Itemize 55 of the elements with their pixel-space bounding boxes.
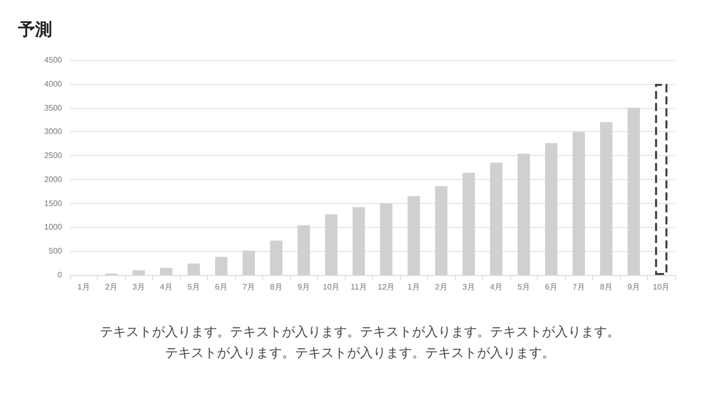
bar [545, 143, 558, 275]
x-tick-label: 2月 [435, 282, 448, 292]
bar [435, 186, 448, 275]
bar [298, 225, 310, 275]
bar [462, 172, 475, 275]
bar [490, 162, 502, 275]
y-tick-label: 4000 [44, 79, 63, 88]
x-tick-label: 3月 [462, 282, 475, 292]
x-tick-label: 5月 [518, 282, 530, 292]
x-tick-label: 10月 [652, 282, 670, 292]
x-tick-label: 7月 [242, 282, 255, 292]
y-tick-label: 4500 [44, 56, 63, 64]
bar [325, 214, 338, 275]
x-tick-label: 9月 [298, 282, 310, 292]
y-tick-label: 2500 [44, 151, 63, 160]
bar [600, 122, 612, 275]
bar [572, 132, 585, 275]
bar [352, 207, 365, 275]
x-tick-label: 10月 [322, 282, 340, 292]
y-tick-label: 3000 [44, 127, 63, 136]
x-tick-label: 6月 [545, 282, 558, 292]
bar [628, 108, 640, 275]
x-tick-label: 1月 [78, 282, 90, 292]
bar [380, 203, 392, 275]
bar [188, 264, 200, 275]
bar [518, 154, 530, 275]
x-tick-label: 4月 [490, 282, 502, 292]
y-tick-label: 1000 [44, 222, 63, 232]
bar [215, 256, 228, 275]
x-tick-label: 8月 [600, 282, 612, 292]
text: テキストが入ります。テキストが入ります。テキストが入ります。 [164, 345, 556, 363]
y-tick-label: 3500 [44, 103, 63, 112]
x-tick-label: 12月 [378, 282, 395, 292]
bar [132, 270, 145, 275]
text: テキストが入ります。テキストが入ります。テキストが入ります。テキストが入ります。 [99, 324, 621, 342]
bar [160, 268, 172, 275]
y-tick-label: 2000 [44, 174, 63, 184]
x-tick-label: 11月 [350, 282, 367, 292]
y-tick-label: 1500 [44, 198, 63, 208]
chart-title: 予測 [18, 19, 52, 41]
bar [655, 84, 668, 275]
x-tick-label: 1月 [408, 282, 420, 292]
x-tick-label: 3月 [132, 282, 145, 292]
x-tick-label: 7月 [572, 282, 585, 292]
x-tick-label: 8月 [270, 282, 282, 292]
bar [242, 250, 255, 275]
x-tick-label: 6月 [215, 282, 228, 292]
x-tick-label: 9月 [628, 282, 640, 292]
x-tick-label: 4月 [160, 282, 172, 292]
bar [408, 196, 420, 275]
y-tick-label: 500 [48, 246, 63, 256]
x-tick-label: 2月 [105, 282, 118, 292]
x-tick-label: 5月 [188, 282, 200, 292]
y-tick-label: 0 [58, 270, 63, 280]
bar [270, 240, 282, 275]
